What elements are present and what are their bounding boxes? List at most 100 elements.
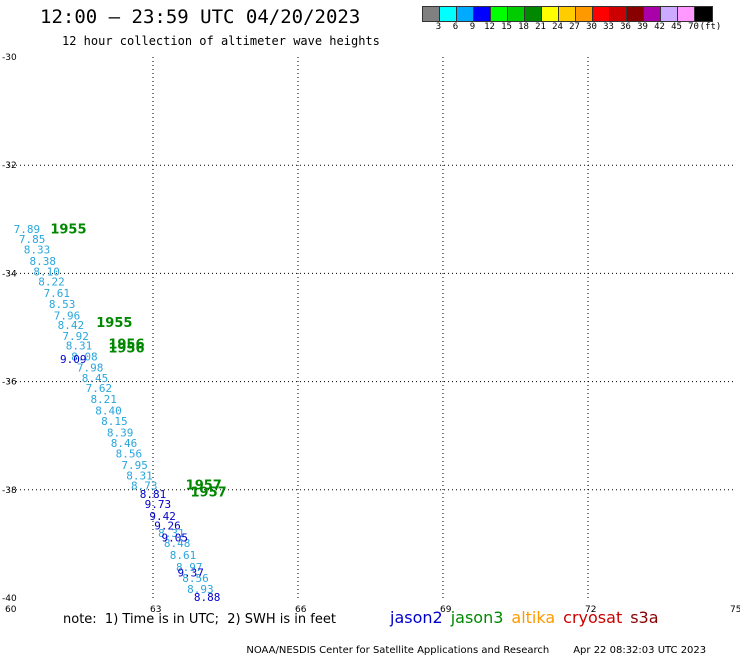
colorbar-swatch (678, 7, 695, 21)
wave-height-reading: 8.38 (30, 255, 57, 268)
generated-timestamp: Apr 22 08:32:03 UTC 2023 (573, 645, 707, 656)
colorbar-label: 27 (569, 22, 580, 32)
source-credit: NOAA/NESDIS Center for Satellite Applica… (246, 645, 550, 656)
lon-tick-label: 63 (150, 605, 161, 615)
map-title: 12:00 – 23:59 UTC 04/20/2023 (40, 6, 361, 28)
colorbar-label: 24 (552, 22, 563, 32)
colorbar-swatch (644, 7, 661, 21)
colorbar-swatch (661, 7, 678, 21)
lat-tick-label: -34 (2, 269, 17, 279)
wave-height-reading: 9.37 (177, 567, 204, 580)
wave-height-reading: 8.46 (111, 437, 138, 450)
lat-tick-label: -32 (2, 161, 17, 171)
colorbar-label: 30 (586, 22, 597, 32)
colorbar-swatch (491, 7, 508, 21)
colorbar-swatch (593, 7, 610, 21)
legend-jason3: jason3 (450, 608, 504, 627)
wave-height-reading: 8.31 (126, 469, 153, 482)
wave-height-reading: 8.31 (66, 339, 93, 352)
colorbar-label: 42 (654, 22, 665, 32)
colorbar-swatch (508, 7, 525, 21)
colorbar-label: (ft) (699, 22, 722, 32)
colorbar-swatch (423, 7, 440, 21)
wave-height-reading: 7.95 (121, 459, 148, 472)
pass-time-label: 1955 (50, 223, 86, 238)
colorbar-label: 39 (637, 22, 648, 32)
wave-height-reading: 8.88 (194, 591, 221, 604)
lat-tick-label: -36 (2, 378, 17, 388)
colorbar-swatch (474, 7, 491, 21)
legend-s3a: s3a (630, 608, 659, 627)
colorbar-label: 6 (452, 22, 459, 32)
colorbar-swatch (610, 7, 627, 21)
pass-time-label: 1955 (96, 316, 132, 331)
wave-height-reading: 9.09 (60, 353, 87, 366)
wave-height-reading: 7.92 (62, 330, 89, 343)
wave-height-reading: 7.85 (19, 233, 46, 246)
colorbar-swatch (525, 7, 542, 21)
wave-height-reading: 8.31 (158, 527, 185, 540)
wave-height-reading: 9.26 (154, 520, 181, 533)
wave-height-reading: 8.42 (58, 319, 85, 332)
colorbar-swatch (457, 7, 474, 21)
footnote: note: 1) Time is in UTC; 2) SWH is in fe… (63, 612, 336, 627)
colorbar-label: 15 (501, 22, 512, 32)
pass-time-label: 1956 (108, 337, 144, 352)
wave-height-reading: 8.56 (116, 448, 143, 461)
wave-height-reading: 7.98 (77, 362, 104, 375)
wave-height-reading: 8.61 (170, 549, 197, 562)
colorbar-swatch (542, 7, 559, 21)
wave-height-reading: 7.62 (86, 382, 113, 395)
colorbar-swatch (627, 7, 644, 21)
lat-tick-label: -30 (2, 53, 17, 63)
wave-height-reading: 8.22 (38, 276, 65, 289)
lat-tick-label: -38 (2, 486, 17, 496)
wave-height-reading: 8.39 (107, 427, 134, 440)
lon-tick-label: 66 (295, 605, 307, 615)
wave-height-reading: 9.05 (162, 531, 189, 544)
satellite-legend: jason2 jason3 altika cryosat s3a (390, 608, 659, 627)
legend-jason2: jason2 (390, 608, 443, 627)
colorbar-label: 36 (620, 22, 631, 32)
colorbar-swatch (695, 7, 712, 21)
wave-height-reading: 8.73 (131, 480, 158, 493)
colorbar-label: 21 (535, 22, 546, 32)
colorbar-label: 18 (518, 22, 529, 32)
wave-height-reading: 8.53 (49, 298, 76, 311)
wave-height-reading: 8.10 (33, 265, 60, 278)
colorbar-label: 9 (469, 22, 476, 32)
wave-height-reading: 8.08 (71, 350, 98, 363)
wave-height-reading: 8.93 (187, 583, 214, 596)
colorbar-label: 3 (435, 22, 442, 32)
credit-line: NOAA/NESDIS Center for Satellite Applica… (240, 634, 706, 656)
legend-altika: altika (511, 608, 556, 627)
wave-height-reading: 8.97 (176, 561, 203, 574)
wave-height-reading: 8.81 (140, 488, 167, 501)
legend-cryosat: cryosat (563, 608, 623, 627)
wave-height-reading: 8.21 (90, 393, 117, 406)
colorbar-label: 33 (603, 22, 614, 32)
pass-time-label: 1957 (186, 479, 222, 494)
lon-tick-label: 72 (585, 605, 596, 615)
colorbar-label: 70 (688, 22, 699, 32)
lon-tick-label: 75 (730, 605, 740, 615)
lon-tick-label: 69 (440, 605, 452, 615)
wave-height-reading: 8.56 (182, 572, 209, 585)
wave-height-reading: 7.89 (14, 223, 41, 236)
wave-height-reading: 8.33 (24, 244, 51, 257)
wave-height-reading: 7.61 (44, 287, 71, 300)
colorbar-label: 12 (484, 22, 495, 32)
colorbar-labels: 3 6 9 12 15 18 21 24 27 30 33 36 39 42 45 70 (ft) (422, 22, 740, 34)
lat-tick-label: -40 (2, 594, 17, 604)
wave-height-colorbar (422, 6, 713, 22)
map-subtitle: 12 hour collection of altimeter wave hei… (62, 34, 380, 48)
wave-height-reading: 8.15 (101, 415, 128, 428)
colorbar-label: 45 (671, 22, 682, 32)
pass-time-label: 1956 (108, 342, 144, 357)
colorbar-swatch (559, 7, 576, 21)
wave-height-reading: 9.73 (145, 498, 172, 511)
colorbar-swatch (576, 7, 593, 21)
lon-tick-label: 60 (5, 605, 17, 615)
wave-height-reading: 8.40 (95, 404, 122, 417)
